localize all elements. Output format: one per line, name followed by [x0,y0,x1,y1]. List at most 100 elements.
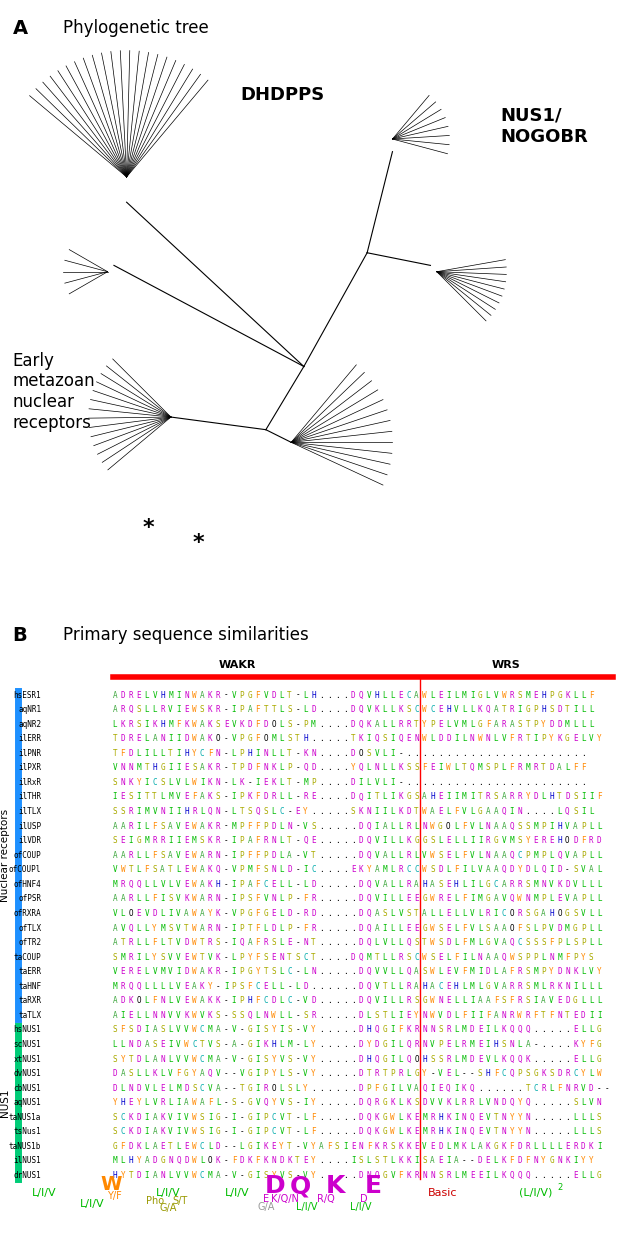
Text: Q: Q [256,807,260,817]
Text: -: - [295,748,300,758]
Text: M: M [470,981,475,991]
Text: L: L [597,851,601,860]
Text: R: R [406,981,411,991]
Text: A: A [200,865,204,875]
Text: S: S [573,938,578,947]
Text: -: - [224,763,229,772]
Text: W: W [192,705,197,714]
Text: M: M [470,968,475,976]
Text: W: W [391,1113,395,1121]
Text: N: N [470,735,475,743]
Text: N: N [494,1098,498,1108]
Text: ilNUS1: ilNUS1 [13,1156,41,1166]
Text: C: C [272,1127,276,1136]
Text: L: L [398,1113,403,1121]
Text: F: F [367,1142,372,1151]
Text: -: - [295,865,300,875]
Text: L: L [137,851,141,860]
Text: L: L [589,895,594,903]
Text: C: C [121,1113,125,1121]
Text: Q: Q [375,1026,379,1035]
Text: M: M [113,1156,117,1166]
Text: E: E [121,793,125,802]
Text: W: W [192,1171,197,1180]
Text: L: L [382,720,387,729]
Text: K: K [573,968,578,976]
Text: L: L [279,880,284,888]
Text: .: . [327,1011,332,1020]
Text: N: N [534,1156,538,1166]
Text: P: P [518,1069,522,1078]
Text: L: L [415,821,419,830]
Text: I: I [597,1142,601,1151]
Text: S: S [438,851,442,860]
Text: O: O [565,836,570,845]
Text: C: C [287,968,292,976]
Text: .: . [343,720,348,729]
Text: T: T [287,953,292,961]
Text: .: . [327,748,332,758]
Text: W: W [422,953,427,961]
Text: L: L [462,836,467,845]
Text: P: P [557,938,562,947]
Text: S: S [216,1040,220,1049]
Text: .: . [335,1011,339,1020]
Text: V: V [581,909,586,918]
Text: V: V [382,968,387,976]
Text: S: S [216,720,220,729]
Text: Q: Q [470,1084,475,1093]
Text: L: L [216,1098,220,1108]
Text: W: W [192,778,197,787]
Text: S: S [382,909,387,918]
Text: A: A [501,923,506,933]
Text: T: T [168,1142,173,1151]
Text: -: - [224,909,229,918]
Text: F: F [581,763,586,772]
Text: -: - [232,1142,236,1151]
Text: P: P [549,690,554,700]
Text: A: A [415,880,419,888]
Text: P: P [263,1069,268,1078]
Text: K: K [263,1156,268,1166]
Text: N: N [415,735,419,743]
Text: I: I [391,1054,395,1063]
Text: L: L [367,763,372,772]
Text: V: V [375,748,379,758]
Text: D: D [359,1011,363,1020]
Text: C: C [494,880,498,888]
Text: O: O [446,821,451,830]
Text: .: . [319,1069,323,1078]
Text: .: . [557,1171,562,1180]
Text: H: H [541,690,546,700]
Text: V: V [581,1084,586,1093]
Text: I: I [256,1113,260,1121]
Text: P: P [240,793,244,802]
Text: Y: Y [311,1040,316,1049]
Text: M: M [565,720,570,729]
Text: N: N [486,821,491,830]
Text: G: G [248,1069,252,1078]
Text: G: G [422,836,427,845]
Text: C: C [287,996,292,1005]
Text: L: L [446,807,451,817]
Text: K: K [200,981,204,991]
Text: Y: Y [303,807,308,817]
Text: L: L [279,968,284,976]
Text: L: L [581,1098,586,1108]
Text: -: - [295,909,300,918]
Text: S: S [597,1113,601,1121]
Text: .: . [549,1098,554,1108]
Text: Q: Q [367,1127,372,1136]
Text: Q: Q [470,1127,475,1136]
Text: K: K [446,1113,451,1121]
Text: (L/I/V): (L/I/V) [519,1187,553,1198]
Text: A: A [287,851,292,860]
Text: D: D [137,1054,141,1063]
Text: A: A [589,865,594,875]
Text: V: V [184,1026,189,1035]
Text: M: M [534,968,538,976]
Text: L: L [589,1113,594,1121]
Text: A: A [121,895,125,903]
Text: H: H [430,793,435,802]
Text: C: C [534,1084,538,1093]
